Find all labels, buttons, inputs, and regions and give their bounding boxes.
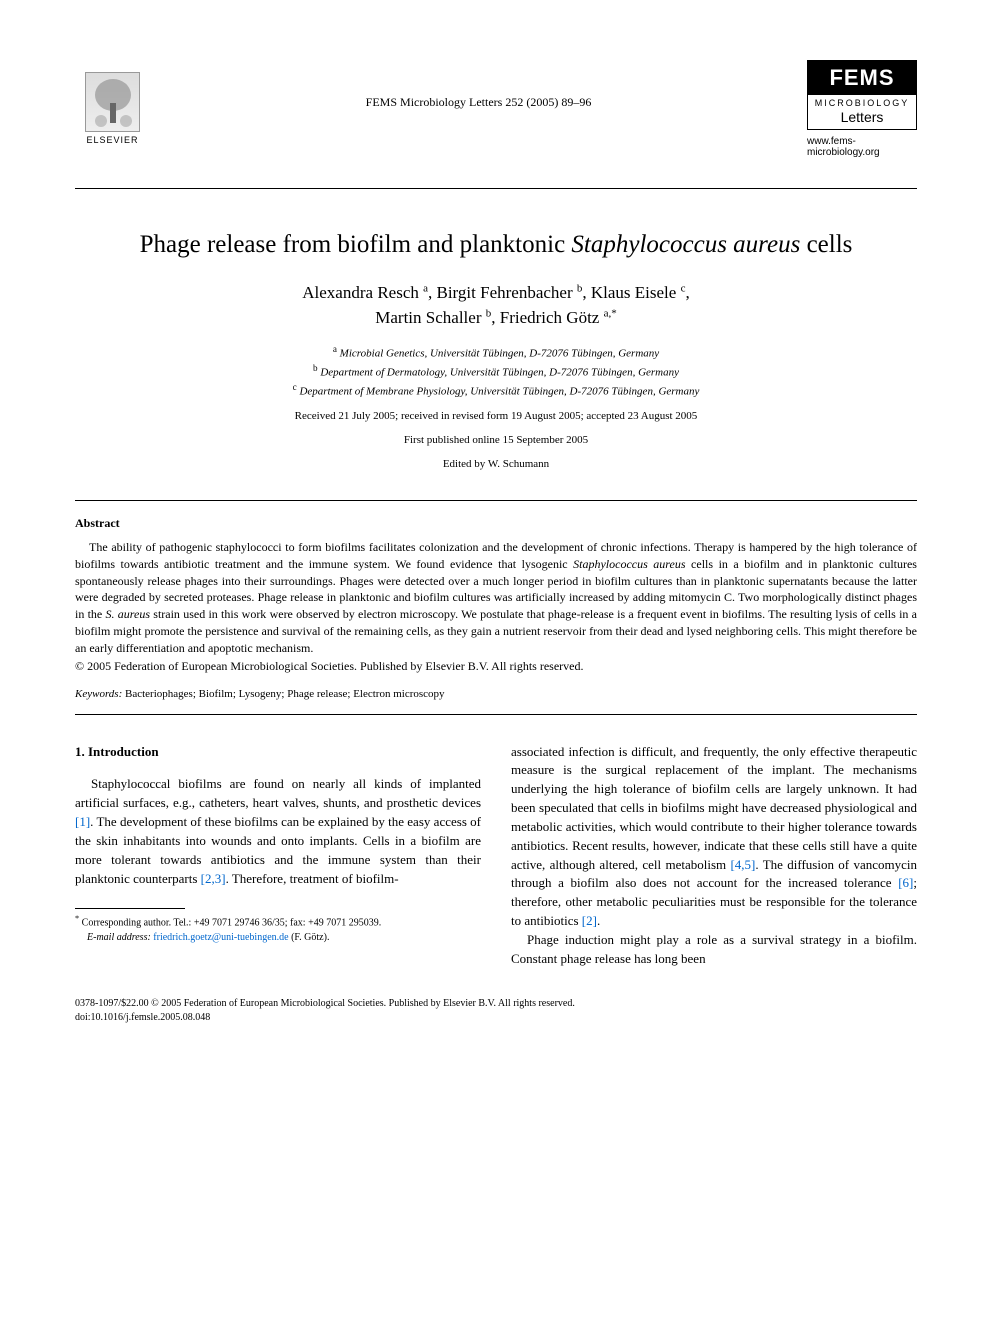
email-post: (F. Götz). — [289, 932, 330, 943]
keywords-text: Bacteriophages; Biofilm; Lysogeny; Phage… — [122, 688, 444, 700]
edited-by: Edited by W. Schumann — [75, 458, 917, 470]
ref-link-6[interactable]: [6] — [898, 875, 913, 890]
author-5: , Friedrich Götz — [491, 308, 603, 327]
fems-logo-top: FEMS — [808, 61, 916, 95]
fems-url: www.fems-microbiology.org — [807, 136, 917, 158]
affiliation-a: a Microbial Genetics, Universität Tübing… — [75, 343, 917, 362]
body-columns: 1. Introduction Staphylococcal biofilms … — [75, 743, 917, 969]
journal-reference: FEMS Microbiology Letters 252 (2005) 89–… — [150, 95, 807, 110]
author-sep-2: , Klaus Eisele — [582, 283, 680, 302]
abs-species-1: Staphylococcus aureus — [573, 557, 685, 571]
abs-species-2: S. aureus — [106, 607, 150, 621]
email-link[interactable]: friedrich.goetz@uni-tuebingen.de — [153, 932, 288, 943]
intro-para-right-1: associated infection is difficult, and f… — [511, 743, 917, 931]
rule-abstract-top — [75, 500, 917, 501]
intro-r-a: associated infection is difficult, and f… — [511, 744, 917, 872]
ref-link-1[interactable]: [1] — [75, 814, 90, 829]
first-published: First published online 15 September 2005 — [75, 434, 917, 446]
abstract-heading: Abstract — [75, 516, 917, 531]
aff-c-text: Department of Membrane Physiology, Unive… — [297, 385, 700, 397]
article-dates: Received 21 July 2005; received in revis… — [75, 410, 917, 422]
column-right: associated infection is difficult, and f… — [511, 743, 917, 969]
intro-para-left: Staphylococcal biofilms are found on nea… — [75, 775, 481, 888]
title-species: Staphylococcus aureus — [571, 231, 800, 258]
corresponding-footnote: * Corresponding author. Tel.: +49 7071 2… — [75, 913, 481, 930]
intro-r-d: . — [597, 913, 600, 928]
elsevier-label: ELSEVIER — [86, 135, 138, 145]
aff-a-text: Microbial Genetics, Universität Tübingen… — [337, 347, 659, 359]
elsevier-logo: ELSEVIER — [75, 60, 150, 145]
email-label: E-mail address: — [75, 932, 151, 943]
page-footer: 0378-1097/$22.00 © 2005 Federation of Eu… — [75, 997, 917, 1025]
ref-link-23[interactable]: [2,3] — [201, 871, 226, 886]
footnote-rule — [75, 908, 185, 909]
intro-l-a: Staphylococcal biofilms are found on nea… — [75, 776, 481, 810]
intro-para-right-2: Phage induction might play a role as a s… — [511, 931, 917, 969]
author-4: Martin Schaller — [375, 308, 485, 327]
intro-l-c: . Therefore, treatment of biofilm- — [226, 871, 399, 886]
fems-logo-mid: MICROBIOLOGY — [808, 95, 916, 109]
affiliations: a Microbial Genetics, Universität Tübing… — [75, 343, 917, 400]
aff-b-text: Department of Dermatology, Universität T… — [318, 366, 679, 378]
abstract-text: The ability of pathogenic staphylococci … — [75, 539, 917, 657]
ref-link-2[interactable]: [2] — [582, 913, 597, 928]
footer-doi: doi:10.1016/j.femsle.2005.08.048 — [75, 1011, 917, 1025]
author-1: Alexandra Resch — [302, 283, 423, 302]
article-title: Phage release from biofilm and planktoni… — [75, 229, 917, 262]
affiliation-c: c Department of Membrane Physiology, Uni… — [75, 381, 917, 400]
fems-logo-block: FEMS MICROBIOLOGY Letters www.fems-micro… — [807, 60, 917, 158]
intro-heading: 1. Introduction — [75, 743, 481, 762]
corr-text: Corresponding author. Tel.: +49 7071 297… — [79, 918, 381, 929]
page-header: ELSEVIER FEMS Microbiology Letters 252 (… — [75, 60, 917, 158]
abstract-section: Abstract The ability of pathogenic staph… — [75, 516, 917, 674]
author-line1-end: , — [685, 283, 689, 302]
rule-top — [75, 188, 917, 189]
keywords-label: Keywords: — [75, 688, 122, 700]
abs-c: strain used in this work were observed b… — [75, 607, 917, 655]
footer-line-1: 0378-1097/$22.00 © 2005 Federation of Eu… — [75, 997, 917, 1011]
fems-logo-box: FEMS MICROBIOLOGY Letters — [807, 60, 917, 130]
rule-abstract-bottom — [75, 714, 917, 715]
author-5-aff: a,* — [604, 307, 617, 319]
title-post: cells — [800, 231, 852, 258]
author-sep-1: , Birgit Fehrenbacher — [428, 283, 577, 302]
affiliation-b: b Department of Dermatology, Universität… — [75, 362, 917, 381]
elsevier-tree-icon — [85, 72, 140, 132]
fems-logo-bot: Letters — [808, 109, 916, 129]
keywords: Keywords: Bacteriophages; Biofilm; Lysog… — [75, 688, 917, 700]
abstract-copyright: © 2005 Federation of European Microbiolo… — [75, 659, 917, 674]
title-pre: Phage release from biofilm and planktoni… — [140, 231, 572, 258]
email-footnote: E-mail address: friedrich.goetz@uni-tueb… — [75, 931, 481, 945]
column-left: 1. Introduction Staphylococcal biofilms … — [75, 743, 481, 969]
authors: Alexandra Resch a, Birgit Fehrenbacher b… — [75, 280, 917, 331]
ref-link-45[interactable]: [4,5] — [730, 857, 755, 872]
